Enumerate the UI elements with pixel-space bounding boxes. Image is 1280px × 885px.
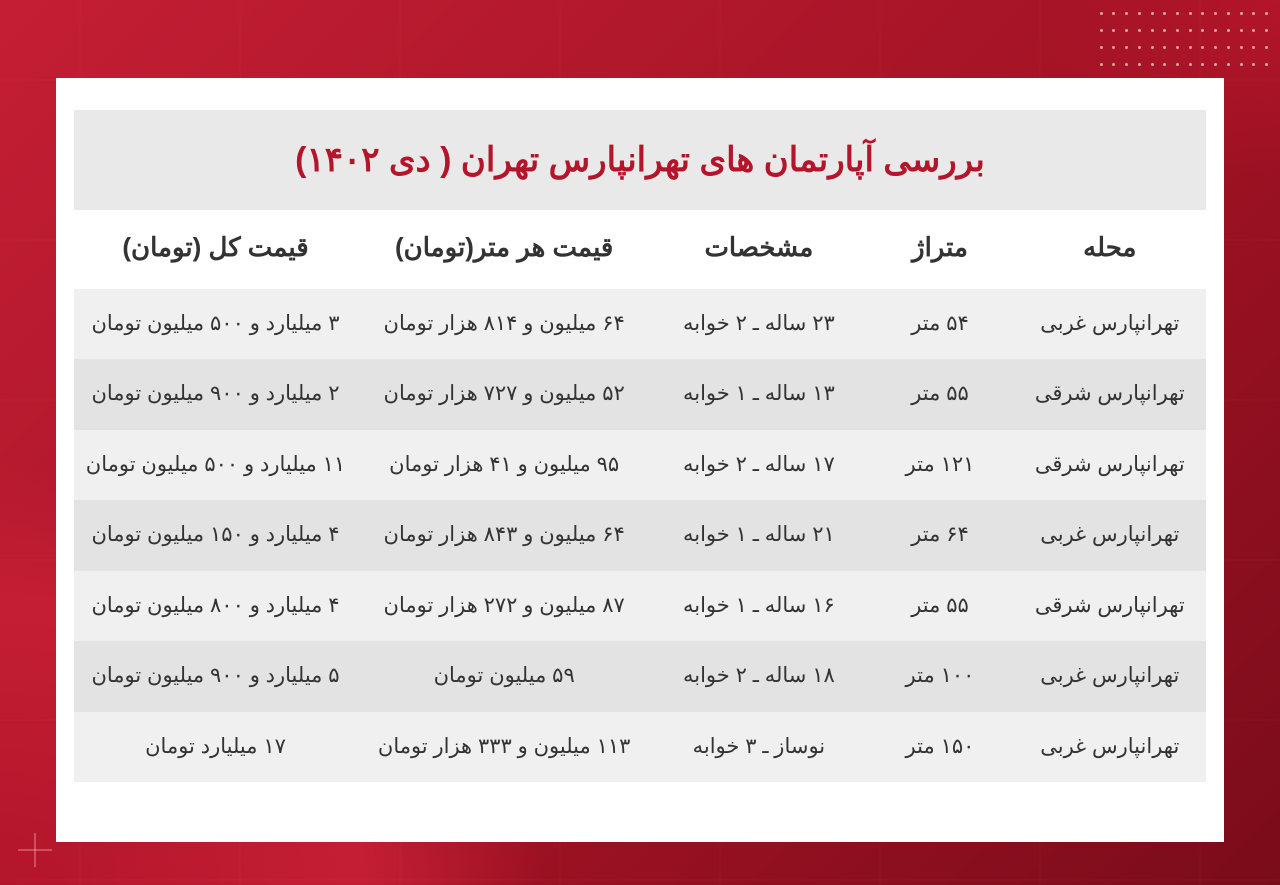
table-row: تهرانپارس غربی۱۰۰ متر۱۸ ساله ـ ۲ خوابه۵۹… [74, 641, 1206, 711]
content-card: بررسی آپارتمان های تهرانپارس تهران ( دی … [56, 78, 1224, 842]
table-row: تهرانپارس شرقی۵۵ متر۱۳ ساله ـ ۱ خوابه۵۲ … [74, 359, 1206, 429]
cell-area: تهرانپارس شرقی [1014, 571, 1206, 641]
table-row: تهرانپارس غربی۱۵۰ مترنوساز ـ ۳ خوابه۱۱۳ … [74, 712, 1206, 782]
decorative-dot-grid [1098, 12, 1268, 72]
cell-price_per_m: ۶۴ میلیون و ۸۱۴ هزار تومان [357, 289, 651, 359]
page-title: بررسی آپارتمان های تهرانپارس تهران ( دی … [84, 140, 1196, 180]
title-strip: بررسی آپارتمان های تهرانپارس تهران ( دی … [74, 110, 1206, 210]
cell-price_per_m: ۶۴ میلیون و ۸۴۳ هزار تومان [357, 500, 651, 570]
cell-spec: ۲۳ ساله ـ ۲ خوابه [651, 289, 866, 359]
cell-spec: ۱۳ ساله ـ ۱ خوابه [651, 359, 866, 429]
col-spec: مشخصات [651, 210, 866, 289]
cell-size: ۵۵ متر [866, 359, 1013, 429]
cell-area: تهرانپارس غربی [1014, 641, 1206, 711]
cell-total_price: ۲ میلیارد و ۹۰۰ میلیون تومان [74, 359, 357, 429]
cell-spec: ۱۸ ساله ـ ۲ خوابه [651, 641, 866, 711]
cell-area: تهرانپارس شرقی [1014, 430, 1206, 500]
cell-size: ۵۴ متر [866, 289, 1013, 359]
plus-icon [18, 833, 52, 867]
table-row: تهرانپارس شرقی۱۲۱ متر۱۷ ساله ـ ۲ خوابه۹۵… [74, 430, 1206, 500]
table-header-row: محله متراژ مشخصات قیمت هر متر(تومان) قیم… [74, 210, 1206, 289]
cell-price_per_m: ۸۷ میلیون و ۲۷۲ هزار تومان [357, 571, 651, 641]
cell-price_per_m: ۵۲ میلیون و ۷۲۷ هزار تومان [357, 359, 651, 429]
cell-total_price: ۴ میلیارد و ۸۰۰ میلیون تومان [74, 571, 357, 641]
cell-size: ۵۵ متر [866, 571, 1013, 641]
cell-area: تهرانپارس شرقی [1014, 359, 1206, 429]
col-total-price: قیمت کل (تومان) [74, 210, 357, 289]
cell-spec: ۱۶ ساله ـ ۱ خوابه [651, 571, 866, 641]
cell-size: ۶۴ متر [866, 500, 1013, 570]
cell-price_per_m: ۱۱۳ میلیون و ۳۳۳ هزار تومان [357, 712, 651, 782]
cell-price_per_m: ۹۵ میلیون و ۴۱ هزار تومان [357, 430, 651, 500]
col-price-per-m: قیمت هر متر(تومان) [357, 210, 651, 289]
table-body: تهرانپارس غربی۵۴ متر۲۳ ساله ـ ۲ خوابه۶۴ … [74, 289, 1206, 782]
cell-total_price: ۴ میلیارد و ۱۵۰ میلیون تومان [74, 500, 357, 570]
cell-total_price: ۱۷ میلیارد تومان [74, 712, 357, 782]
cell-spec: ۲۱ ساله ـ ۱ خوابه [651, 500, 866, 570]
table-row: تهرانپارس شرقی۵۵ متر۱۶ ساله ـ ۱ خوابه۸۷ … [74, 571, 1206, 641]
table-row: تهرانپارس غربی۵۴ متر۲۳ ساله ـ ۲ خوابه۶۴ … [74, 289, 1206, 359]
table-row: تهرانپارس غربی۶۴ متر۲۱ ساله ـ ۱ خوابه۶۴ … [74, 500, 1206, 570]
col-size: متراژ [866, 210, 1013, 289]
cell-total_price: ۵ میلیارد و ۹۰۰ میلیون تومان [74, 641, 357, 711]
cell-size: ۱۲۱ متر [866, 430, 1013, 500]
cell-size: ۱۰۰ متر [866, 641, 1013, 711]
cell-spec: ۱۷ ساله ـ ۲ خوابه [651, 430, 866, 500]
cell-total_price: ۱۱ میلیارد و ۵۰۰ میلیون تومان [74, 430, 357, 500]
cell-area: تهرانپارس غربی [1014, 500, 1206, 570]
cell-area: تهرانپارس غربی [1014, 289, 1206, 359]
cell-spec: نوساز ـ ۳ خوابه [651, 712, 866, 782]
cell-total_price: ۳ میلیارد و ۵۰۰ میلیون تومان [74, 289, 357, 359]
cell-area: تهرانپارس غربی [1014, 712, 1206, 782]
col-area: محله [1014, 210, 1206, 289]
cell-price_per_m: ۵۹ میلیون تومان [357, 641, 651, 711]
apartments-table: محله متراژ مشخصات قیمت هر متر(تومان) قیم… [74, 210, 1206, 782]
cell-size: ۱۵۰ متر [866, 712, 1013, 782]
